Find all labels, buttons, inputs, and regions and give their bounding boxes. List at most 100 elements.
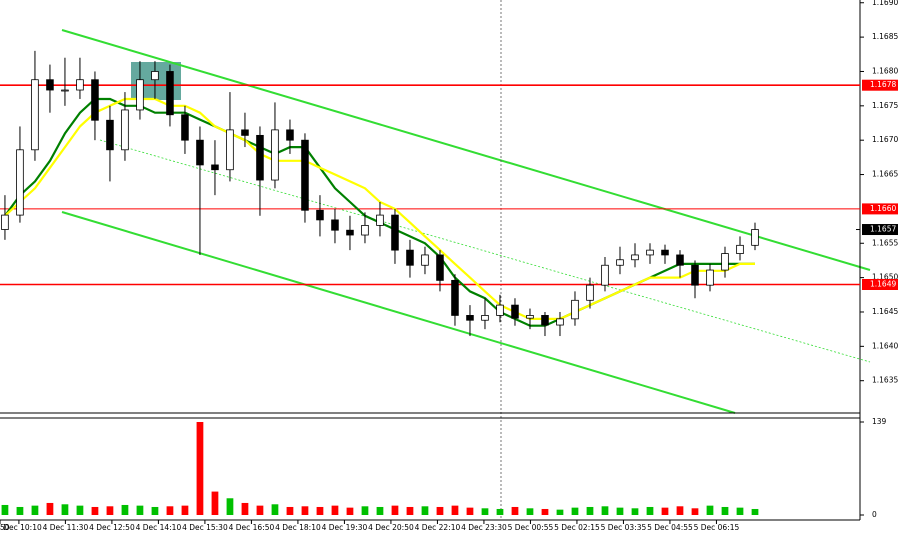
candle-body [106,119,114,151]
x-tick-label: 5 Dec 03:35 [601,523,647,532]
volume-bar [121,504,129,515]
volume-bar [316,506,324,515]
candle-body [391,214,399,251]
x-tick-label: 4 Dec 19:30 [322,523,368,532]
candle-body [136,79,144,111]
volume-bar [31,505,39,515]
x-tick-label: 4 Dec 12:50 [89,523,135,532]
y-tick-label: 1.1675 [872,101,898,110]
channel-mid [99,139,871,363]
x-tick-label: 4 Dec 23:30 [461,523,507,532]
volume-bar [436,506,444,515]
candle-body [241,129,249,136]
volume-bar [106,506,114,515]
candle-body [571,299,579,320]
candle-body [376,214,384,226]
volume-bar [76,505,84,515]
channel-lower [61,211,736,414]
price-level-tag [862,203,898,215]
y-tick-label: 1.1690 [872,0,898,7]
last-price-label: 1.1657 [870,225,896,234]
volume-bar [151,506,159,515]
candle-body [541,315,549,326]
candle-body [1,214,9,230]
volume-bar [736,507,744,515]
volume-bar [1,504,9,515]
y-tick-label: 1.1640 [872,341,898,350]
candle-body [661,249,669,256]
volume-bar [16,506,24,515]
volume-bar [571,507,579,515]
price-level-label: 1.1678 [870,80,896,89]
x-tick-label: 50 [0,523,10,532]
candle-body [211,164,219,171]
candle-body [511,304,519,319]
candle-body [331,219,339,231]
volume-bar [691,508,699,515]
price-level-tag [862,79,898,91]
x-tick-label: 4 Dec 22:10 [415,523,461,532]
volume-bar [721,506,729,515]
volume-bar [391,505,399,515]
candle-body [151,71,159,81]
candle-body [691,264,699,286]
moving-average [4,97,755,320]
candle-body [46,79,54,91]
volume-bar [46,502,54,515]
candle-body [421,254,429,266]
y-tick-label: 1.1645 [872,307,898,316]
candle-body [676,254,684,266]
candle-body [526,315,534,319]
volume-bar [646,506,654,515]
candle-body [16,149,24,216]
candle-body [616,259,624,266]
volume-bar [241,502,249,515]
y-tick-label: 1.1665 [872,170,898,179]
candle-body [361,224,369,236]
volume-bar [556,509,564,515]
x-tick-label: 5 Dec 00:55 [508,523,554,532]
candle-body [481,315,489,321]
candle-body [31,79,39,151]
x-tick-label: 4 Dec 11:30 [43,523,89,532]
volume-bar [421,506,429,515]
volume-bar [601,506,609,515]
volume-bar [526,508,534,515]
volume-bar [301,506,309,515]
volume-bar [511,506,519,515]
candle-body [181,114,189,141]
candle-body [226,129,234,171]
x-tick-label: 4 Dec 20:50 [368,523,414,532]
candle-body [466,315,474,321]
volume-bar [271,504,279,515]
x-tick-label: 4 Dec 10:10 [0,523,42,532]
volume-bar [91,506,99,515]
channel-upper [61,29,871,271]
volume-bar [61,504,69,515]
volume-bar [211,491,219,515]
candle-body [76,79,84,91]
volume-bar [136,505,144,515]
candle-body [301,139,309,211]
candle-body [316,209,324,221]
volume-bar [406,506,414,515]
price-level-label: 1.1649 [870,279,896,288]
x-tick-label: 4 Dec 14:10 [136,523,182,532]
candle-body [91,79,99,121]
candle-body [631,254,639,261]
x-tick-label: 5 Dec 04:55 [647,523,693,532]
candle-body [721,253,729,271]
volume-bar [616,507,624,515]
volume-bar [256,505,264,515]
volume-tick-label: 139 [872,417,887,426]
price-level-label: 1.1660 [870,204,896,213]
candle-body [496,304,504,316]
y-tick-label: 1.1635 [872,376,898,385]
volume-bar [466,507,474,515]
candle-body [646,249,654,256]
x-tick-label: 5 Dec 02:15 [554,523,600,532]
candle-body [451,279,459,316]
candle-body [121,109,129,151]
volume-bar [346,507,354,515]
